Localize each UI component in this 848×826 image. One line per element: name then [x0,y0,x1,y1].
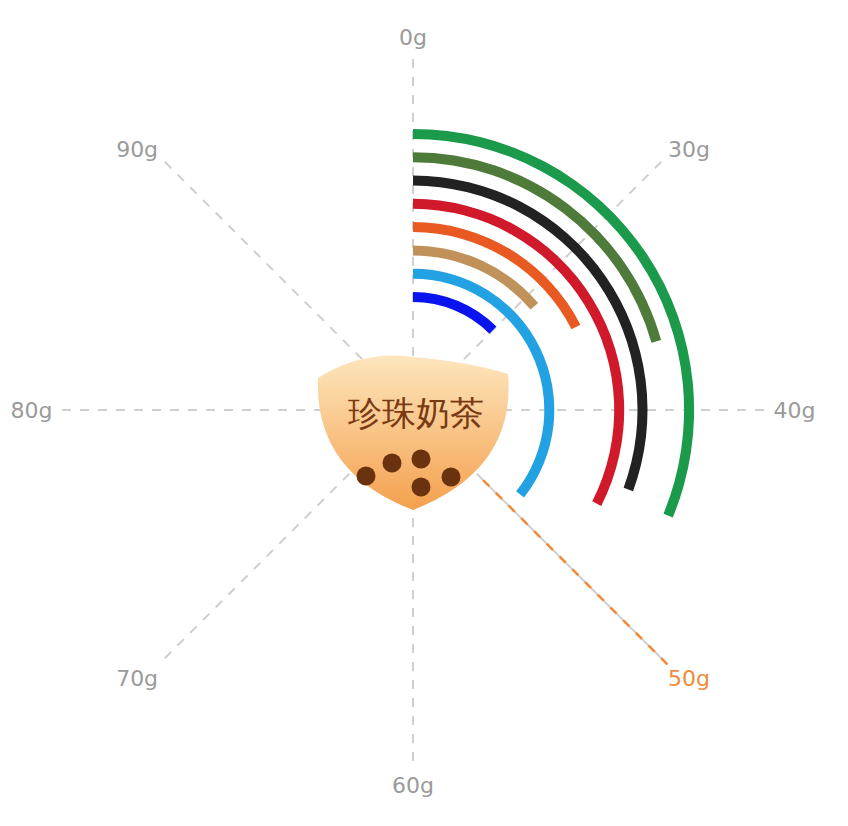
svg-text:0g: 0g [399,25,427,50]
svg-text:30g: 30g [668,137,710,162]
svg-text:50g: 50g [668,666,710,691]
svg-text:90g: 90g [116,137,158,162]
svg-text:40g: 40g [774,398,816,423]
svg-text:珍珠奶茶: 珍珠奶茶 [348,393,484,433]
svg-text:60g: 60g [392,773,434,798]
svg-text:80g: 80g [11,398,53,423]
svg-text:70g: 70g [116,666,158,691]
